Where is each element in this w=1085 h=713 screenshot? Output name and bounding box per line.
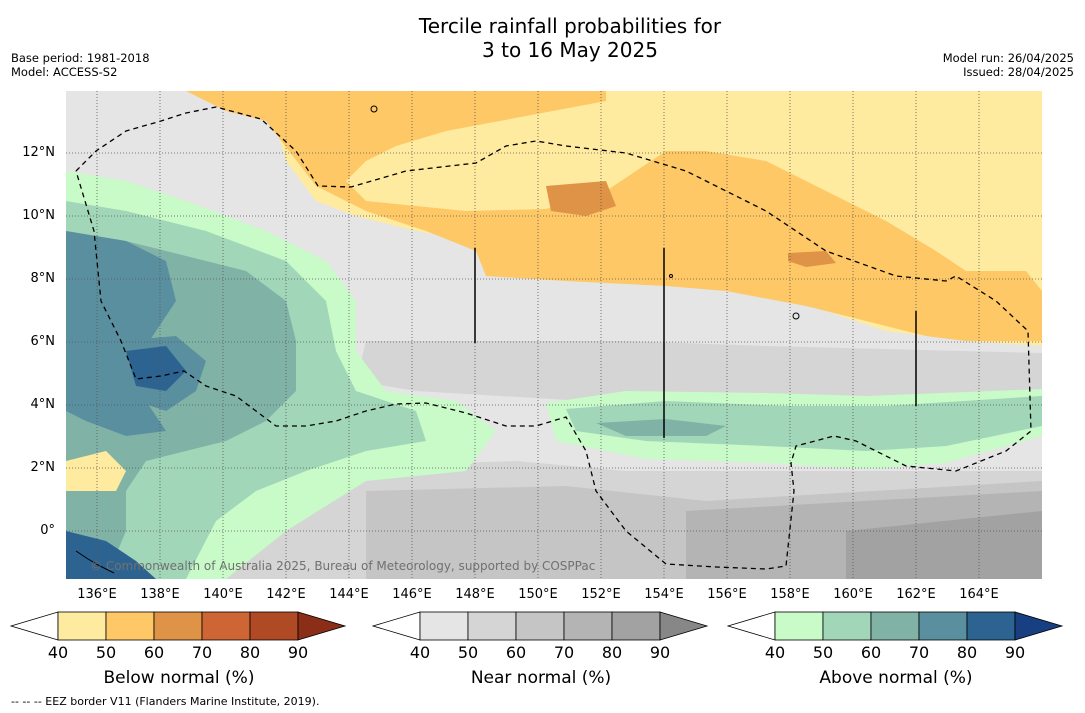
above-swatch-5 [966,611,1016,641]
near-swatch-2 [467,611,517,641]
eez-border [75,106,1032,570]
issued-date: Issued: 28/04/2025 [963,65,1074,79]
near-swatch-1 [419,611,469,641]
above-tick-40: 40 [764,643,786,662]
near-tick-70: 70 [553,643,575,662]
above-normal-colorbar [727,611,1064,641]
below-swatch-under [10,611,59,641]
above-normal-west-80 [66,231,176,436]
above-tick-80: 80 [956,643,978,662]
above-normal-west-90 [126,346,186,391]
below-tick-90: 90 [287,643,309,662]
lon-label-142e: 142°E [266,587,306,602]
above-normal-legend-title: Above normal (%) [819,668,973,688]
near-swatch-4 [563,611,613,641]
probability-map [66,91,1042,579]
above-swatch-3 [870,611,920,641]
above-normal-east-60 [566,396,1042,451]
above-normal-east-70 [596,419,726,436]
near-normal-swatches [372,611,709,641]
copyright-notice: © Commonwealth of Australia 2025, Bureau… [90,559,596,573]
near-swatch-3 [515,611,565,641]
above-tick-70: 70 [908,643,930,662]
above-tick-50: 50 [812,643,834,662]
lon-label-164e: 164°E [959,587,999,602]
below-swatch-3 [153,611,203,641]
lon-label-146e: 146°E [392,587,432,602]
above-swatch-2 [822,611,872,641]
below-swatch-1 [57,611,107,641]
near-tick-90: 90 [649,643,671,662]
lon-label-148e: 148°E [455,587,495,602]
above-swatch-over [1014,611,1064,641]
lat-label-2n: 2°N [30,460,56,475]
lon-label-160e: 160°E [833,587,873,602]
lat-label-12n: 12°N [22,145,55,160]
lat-label-10n: 10°N [22,208,55,223]
above-tick-90: 90 [1004,643,1026,662]
above-normal-west-90b [66,531,156,579]
below-tick-60: 60 [143,643,165,662]
lon-label-156e: 156°E [707,587,747,602]
base-period: Base period: 1981-2018 [11,51,150,65]
below-tick-70: 70 [191,643,213,662]
below-swatch-over [297,611,347,641]
below-normal-north-60 [186,91,1042,341]
near-swatch-under [372,611,421,641]
near-tick-60: 60 [505,643,527,662]
run-info: Model run: 26/04/2025 Issued: 28/04/2025 [943,51,1074,79]
below-normal-legend-title: Below normal (%) [103,668,255,688]
boundary-lines [474,248,917,438]
lon-label-136e: 136°E [77,587,117,602]
near-normal-mid [356,341,1042,401]
below-normal-north-70b [788,251,836,267]
lon-label-144e: 144°E [329,587,369,602]
lon-label-138e: 138°E [140,587,180,602]
lon-label-152e: 152°E [581,587,621,602]
map-title: Tercile rainfall probabilities for 3 to … [0,14,1085,62]
lon-label-150e: 150°E [518,587,558,602]
lat-label-4n: 4°N [30,397,56,412]
model-info: Base period: 1981-2018 Model: ACCESS-S2 [11,51,150,79]
title-line-1: Tercile rainfall probabilities for [418,14,722,38]
model-run-date: Model run: 26/04/2025 [942,51,1074,65]
lon-label-154e: 154°E [644,587,684,602]
islands [75,105,800,574]
below-tick-80: 80 [239,643,261,662]
near-normal-colorbar [372,611,709,641]
lat-label-0: 0° [40,523,55,538]
eez-border-note: -- -- -- EEZ border V11 (Flanders Marine… [11,695,320,708]
near-tick-50: 50 [457,643,479,662]
near-tick-40: 40 [409,643,431,662]
above-swatch-4 [918,611,968,641]
graticule [66,91,1042,579]
above-tick-60: 60 [860,643,882,662]
below-normal-colorbar [10,611,347,641]
below-tick-40: 40 [47,643,69,662]
near-swatch-5 [611,611,661,641]
near-tick-80: 80 [601,643,623,662]
lat-label-8n: 8°N [30,271,56,286]
below-swatch-2 [105,611,155,641]
below-swatch-4 [201,611,251,641]
lon-label-140e: 140°E [203,587,243,602]
near-swatch-over [659,611,709,641]
lat-label-6n: 6°N [30,334,56,349]
below-normal-swatches [10,611,347,641]
below-tick-50: 50 [95,643,117,662]
below-normal-north-70 [546,181,616,216]
above-normal-swatches [727,611,1064,641]
below-swatch-5 [249,611,299,641]
below-normal-west-patch [66,451,126,491]
title-line-2: 3 to 16 May 2025 [482,38,658,62]
model-name: Model: ACCESS-S2 [11,65,118,79]
near-normal-south-80 [846,511,1042,579]
above-swatch-1 [774,611,824,641]
near-normal-legend-title: Near normal (%) [470,668,612,688]
above-swatch-under [727,611,776,641]
lon-label-158e: 158°E [770,587,810,602]
lon-label-162e: 162°E [896,587,936,602]
